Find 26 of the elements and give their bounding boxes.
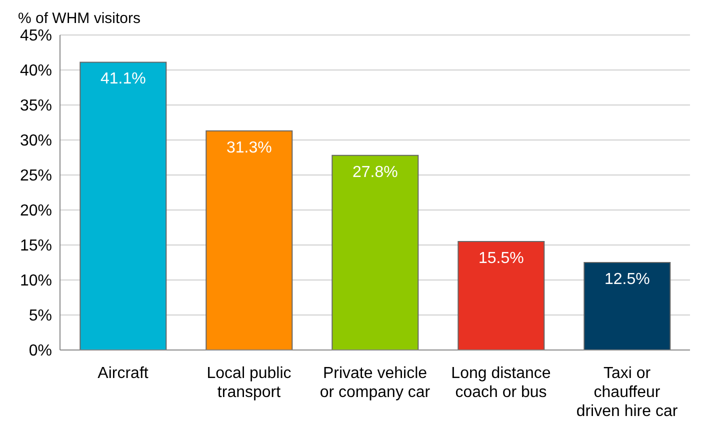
x-tick-label: Long distance coach or bus	[451, 365, 551, 401]
data-label: 15.5%	[478, 250, 524, 267]
y-tick-label: 30%	[20, 132, 52, 150]
y-tick-label: 40%	[20, 62, 52, 80]
bar	[458, 241, 545, 350]
data-label: 27.8%	[352, 164, 398, 181]
x-tick-label: Local public transport	[206, 365, 292, 401]
y-tick-label: 5%	[28, 308, 52, 325]
y-tick-label: 35%	[20, 98, 52, 115]
y-axis-title: % of WHM visitors	[18, 10, 141, 27]
y-tick-label: 25%	[20, 168, 52, 185]
y-tick-label: 0%	[28, 342, 52, 360]
y-tick-label: 10%	[20, 272, 52, 290]
data-label: 12.5%	[604, 270, 650, 288]
bar	[332, 154, 419, 350]
y-tick-label: 20%	[20, 202, 52, 220]
y-tick-label: 15%	[20, 238, 52, 255]
bar	[80, 62, 167, 350]
data-label: 41.1%	[100, 70, 146, 88]
bar	[584, 262, 671, 350]
data-label: 31.3%	[226, 139, 272, 156]
bar	[206, 130, 293, 350]
y-tick-label: 45%	[20, 28, 52, 45]
x-tick-label: Taxi or chauffeur driven hire car	[576, 365, 678, 420]
x-tick-label: Aircraft	[98, 365, 149, 382]
x-tick-label: Private vehicle or company car	[320, 365, 431, 401]
